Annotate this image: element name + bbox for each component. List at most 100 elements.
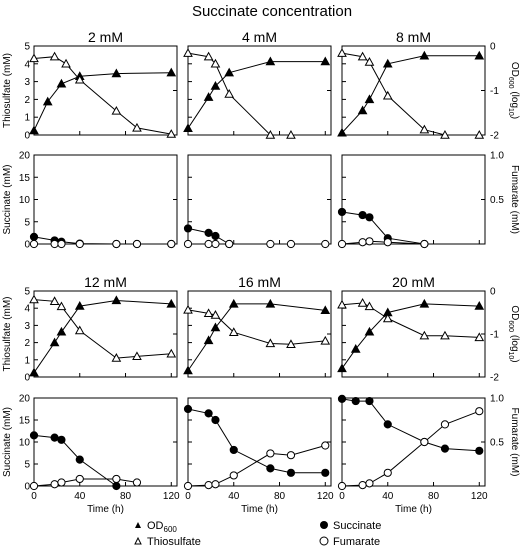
series-thiosulfate-point (286, 339, 296, 349)
panel-title: 16 mM (238, 274, 281, 290)
series-od600-point (320, 305, 331, 315)
series-thiosulfate-point (364, 301, 375, 311)
series-thiosulfate-point (320, 335, 331, 345)
series-od600-point (265, 56, 276, 66)
series-succinate-point (266, 464, 275, 473)
series-od600-point (357, 105, 368, 115)
panel-12: 0 40 80 120 Time (h) 0.5 1.0 Fumarate (mM) (337, 394, 520, 515)
right-tick-label: -2 (490, 373, 499, 384)
series-succinate-line (341, 211, 425, 245)
x-tick-label: 40 (74, 491, 86, 502)
panel-frame (33, 154, 178, 245)
series-succinate-point (204, 409, 213, 418)
series-succinate-point (440, 444, 450, 453)
series-od600-line (341, 55, 480, 134)
series-od600-point (224, 67, 235, 77)
series-thiosulfate-line (33, 299, 172, 359)
panel-frame (33, 397, 178, 487)
series-succinate-point (383, 420, 392, 429)
series-od600-point (29, 367, 39, 377)
legend-fumarate-label: Fumarate (333, 536, 380, 548)
series-thiosulfate-point (203, 51, 214, 61)
series-fumarate-point (132, 478, 142, 487)
series-fumarate-point (57, 478, 66, 487)
series-succinate-point (57, 435, 66, 444)
panel-title: 20 mM (392, 274, 435, 290)
series-od600-point (42, 96, 53, 106)
series-od600-point (203, 92, 214, 101)
x-tick-label: 80 (120, 491, 132, 502)
series-succinate-point (229, 445, 238, 455)
series-fumarate-point (475, 407, 484, 416)
left-tick-label: 5 (24, 460, 30, 471)
left-tick-label: 2 (24, 95, 30, 106)
x-tick-label: 40 (228, 491, 240, 502)
panel-11: 0 40 80 120 Time (h) (183, 397, 334, 515)
series-succinate-point (112, 481, 121, 491)
series-fumarate-point (211, 239, 220, 249)
panel-title: 12 mM (84, 274, 127, 290)
series-od600-line (187, 303, 326, 371)
series-fumarate-point (229, 471, 238, 480)
series-thiosulfate-line (33, 56, 172, 135)
series-fumarate-point (204, 481, 213, 490)
series-fumarate-point (266, 239, 275, 249)
series-fumarate-point (167, 239, 176, 249)
series-thiosulfate-point (183, 48, 193, 57)
series-thiosulfate-point (265, 129, 276, 139)
series-fumarate-point (358, 238, 367, 247)
left-tick-label: 0 (24, 373, 30, 384)
series-fumarate-line (33, 478, 138, 487)
left-tick-label: 2 (24, 338, 30, 349)
series-fumarate-point (183, 481, 193, 491)
series-fumarate-point (132, 239, 142, 249)
left-tick-label: 3 (24, 321, 30, 332)
series-od600-point (337, 127, 347, 137)
figure-title: Succinate concentration (192, 3, 352, 20)
series-thiosulfate-point (265, 338, 276, 348)
series-fumarate-point (337, 239, 347, 249)
series-succinate-point (286, 468, 296, 477)
left-tick-label: 15 (19, 416, 31, 427)
panel-8: 16 mM (183, 274, 332, 378)
right-tick-label: 1.0 (490, 394, 504, 405)
series-fumarate-point (75, 239, 84, 249)
series-fumarate-point (112, 474, 121, 484)
x-tick-label: 120 (471, 491, 488, 502)
series-succinate-point (321, 468, 330, 477)
series-thiosulfate-point (419, 330, 430, 340)
x-tick-label: 0 (31, 491, 37, 502)
left-tick-label: 1 (24, 113, 30, 124)
series-fumarate-point (383, 238, 392, 247)
series-succinate-point (183, 224, 193, 233)
series-thiosulfate-point (210, 310, 221, 319)
series-od600-point (364, 326, 375, 336)
right-tick-label: -1 (490, 330, 499, 341)
panel-10: 0 40 80 120 Time (h) 0 5 10 15 20 Succinate (mM) (2, 394, 180, 516)
series-od600-point (228, 298, 239, 308)
series-succinate-line (33, 434, 117, 487)
left-tick-label: 10 (19, 195, 31, 206)
series-thiosulfate-point (183, 304, 193, 314)
series-thiosulfate-point (166, 348, 177, 358)
series-thiosulfate-point (357, 51, 368, 61)
series-thiosulfate-line (341, 302, 480, 338)
legend-succinate-label: Succinate (333, 520, 381, 532)
series-od600-point (419, 298, 430, 308)
series-succinate-point (204, 228, 213, 237)
series-fumarate-point (440, 420, 450, 429)
panel-4: 0 5 10 15 20 Succinate (mM) (2, 151, 178, 251)
x-tick-label: 0 (339, 491, 345, 502)
left-tick-label: 0 (24, 482, 30, 493)
series-fumarate-point (29, 481, 39, 491)
right-axis-label: Fumarate (mM) (509, 165, 520, 234)
series-thiosulfate-point (382, 313, 393, 323)
left-axis-label: Succinate (mM) (2, 164, 13, 234)
series-fumarate-point (420, 437, 429, 447)
series-od600-point (111, 295, 122, 305)
series-od600-point (265, 298, 276, 308)
panel-9: 20 mM -2 -1 0 OD600 (log10) (337, 274, 520, 384)
series-fumarate-point (50, 480, 59, 489)
